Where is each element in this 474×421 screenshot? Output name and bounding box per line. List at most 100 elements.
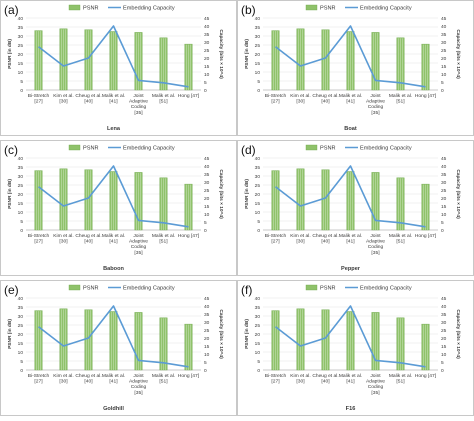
x-category-label-line: [40] bbox=[84, 99, 93, 105]
right-y-tick-label: 40 bbox=[441, 164, 447, 170]
left-y-tick-label: 0 bbox=[257, 368, 260, 374]
x-category-label: Bi-Stretch[27] bbox=[28, 233, 50, 245]
x-category-label: Kim et al.[30] bbox=[290, 233, 310, 245]
legend-label-capacity: Embedding Capacity bbox=[360, 286, 412, 292]
right-y-tick-label: 35 bbox=[441, 32, 447, 38]
x-category-label: Hong [47] bbox=[415, 373, 437, 379]
x-category-label: Malik et al.[41] bbox=[339, 373, 362, 385]
x-category-labels: Bi-Stretch[27]Kim et al.[30]Cheug et al.… bbox=[28, 373, 200, 396]
right-y-tick-label: 35 bbox=[204, 312, 210, 318]
right-y-tick-label: 35 bbox=[204, 172, 210, 178]
right-y-tick-label: 45 bbox=[441, 156, 447, 162]
x-category-label-line: [41] bbox=[109, 99, 118, 105]
right-axis-title: Capacity (bits × 10^4) bbox=[218, 169, 224, 219]
right-y-tick-label: 20 bbox=[204, 336, 210, 342]
legend-swatch-psnr bbox=[69, 285, 80, 290]
x-category-labels: Bi-Stretch[27]Kim et al.[30]Cheug et al.… bbox=[28, 93, 200, 116]
legend-label-capacity: Embedding Capacity bbox=[123, 6, 175, 12]
left-y-tick-label: 40 bbox=[18, 156, 24, 162]
right-y-tick-label: 40 bbox=[204, 164, 210, 170]
left-y-tick-label: 5 bbox=[257, 219, 260, 225]
left-y-tick-label: 40 bbox=[18, 16, 24, 22]
left-y-tick-label: 35 bbox=[255, 25, 261, 31]
left-y-tick-label: 5 bbox=[20, 79, 23, 85]
right-axis-title: Capacity (bits × 10^4) bbox=[218, 309, 224, 359]
left-y-tick-label: 35 bbox=[255, 165, 261, 171]
right-y-tick-label: 30 bbox=[204, 320, 210, 326]
legend: PSNR Embedding Capacity bbox=[306, 285, 412, 292]
right-y-tick-label: 45 bbox=[204, 156, 210, 162]
legend-label-psnr: PSNR bbox=[320, 286, 336, 292]
x-category-label-line: [41] bbox=[109, 379, 118, 385]
left-y-tick-label: 40 bbox=[255, 296, 261, 302]
right-y-tick-label: 15 bbox=[441, 344, 447, 350]
x-category-label-line: Malik et al. bbox=[152, 233, 175, 239]
left-y-tick-label: 30 bbox=[255, 34, 261, 40]
x-category-label-line: Hong [47] bbox=[178, 93, 200, 99]
chart-title: F16 bbox=[346, 406, 356, 412]
right-y-tick-label: 25 bbox=[204, 188, 210, 194]
x-category-label: Hong [47] bbox=[415, 233, 437, 239]
x-category-label-line: [51] bbox=[396, 239, 405, 245]
x-category-label-line: Adaptive bbox=[366, 239, 385, 245]
left-y-tick-label: 0 bbox=[20, 368, 23, 374]
right-y-tick-label: 45 bbox=[441, 296, 447, 302]
x-category-label: Cheug et al.[40] bbox=[75, 233, 101, 245]
left-y-tick-label: 10 bbox=[18, 210, 24, 216]
x-category-label-line: Malik et al. bbox=[152, 93, 175, 99]
right-y-tick-label: 20 bbox=[441, 56, 447, 62]
right-y-tick-label: 10 bbox=[441, 352, 447, 358]
right-axis-title: Capacity (bits × 10^4) bbox=[455, 309, 461, 359]
x-category-label: Malik et al.[51] bbox=[152, 93, 175, 105]
x-category-label-line: [30] bbox=[296, 379, 305, 385]
right-y-tick-label: 0 bbox=[441, 88, 444, 94]
x-category-label-line: Joint bbox=[133, 93, 144, 99]
right-y-tick-label: 5 bbox=[441, 360, 444, 366]
panel-label: (e) bbox=[4, 283, 19, 297]
right-axis-title: Capacity (bits × 10^4) bbox=[455, 169, 461, 219]
x-category-label: Malik et al.[51] bbox=[152, 373, 175, 385]
x-category-label-line: Cheug et al. bbox=[75, 373, 101, 379]
chart-panel-2: (b)0510152025303540051015202530354045PSN… bbox=[238, 1, 474, 136]
x-category-label: Malik et al.[51] bbox=[389, 93, 412, 105]
right-y-tick-label: 45 bbox=[204, 296, 210, 302]
left-y-tick-label: 40 bbox=[255, 156, 261, 162]
left-y-tick-label: 30 bbox=[255, 314, 261, 320]
right-y-tick-label: 20 bbox=[204, 196, 210, 202]
left-y-tick-label: 20 bbox=[18, 192, 24, 198]
x-category-label-line: Bi-Stretch bbox=[28, 233, 50, 239]
x-category-label: Bi-Stretch[27] bbox=[265, 373, 287, 385]
right-y-tick-label: 0 bbox=[441, 228, 444, 234]
x-category-label-line: [40] bbox=[84, 239, 93, 245]
legend-label-psnr: PSNR bbox=[83, 286, 99, 292]
left-y-tick-label: 0 bbox=[257, 88, 260, 94]
right-y-tick-label: 35 bbox=[441, 312, 447, 318]
x-category-label-line: [41] bbox=[109, 239, 118, 245]
right-axis-title: Capacity (bits × 10^4) bbox=[218, 29, 224, 79]
x-category-label-line: Joint bbox=[133, 233, 144, 239]
x-category-label: Kim et al.[30] bbox=[290, 93, 310, 105]
x-category-label: Malik et al.[41] bbox=[339, 93, 362, 105]
x-category-label-line: [30] bbox=[296, 239, 305, 245]
left-y-tick-label: 20 bbox=[255, 192, 261, 198]
x-category-label: Bi-Stretch[27] bbox=[28, 93, 50, 105]
x-category-label-line: [30] bbox=[59, 99, 68, 105]
panel-label: (f) bbox=[241, 283, 252, 297]
left-y-tick-label: 40 bbox=[18, 296, 24, 302]
right-y-tick-label: 30 bbox=[441, 320, 447, 326]
left-y-tick-label: 5 bbox=[20, 219, 23, 225]
x-category-label-line: Joint bbox=[370, 93, 381, 99]
left-y-tick-label: 15 bbox=[255, 341, 261, 347]
x-category-label: Hong [47] bbox=[178, 93, 200, 99]
x-category-label-line: Adaptive bbox=[129, 379, 148, 385]
legend-label-capacity: Embedding Capacity bbox=[360, 6, 412, 12]
x-category-label-line: Kim et al. bbox=[53, 373, 73, 379]
x-category-label-line: Bi-Stretch bbox=[265, 373, 287, 379]
